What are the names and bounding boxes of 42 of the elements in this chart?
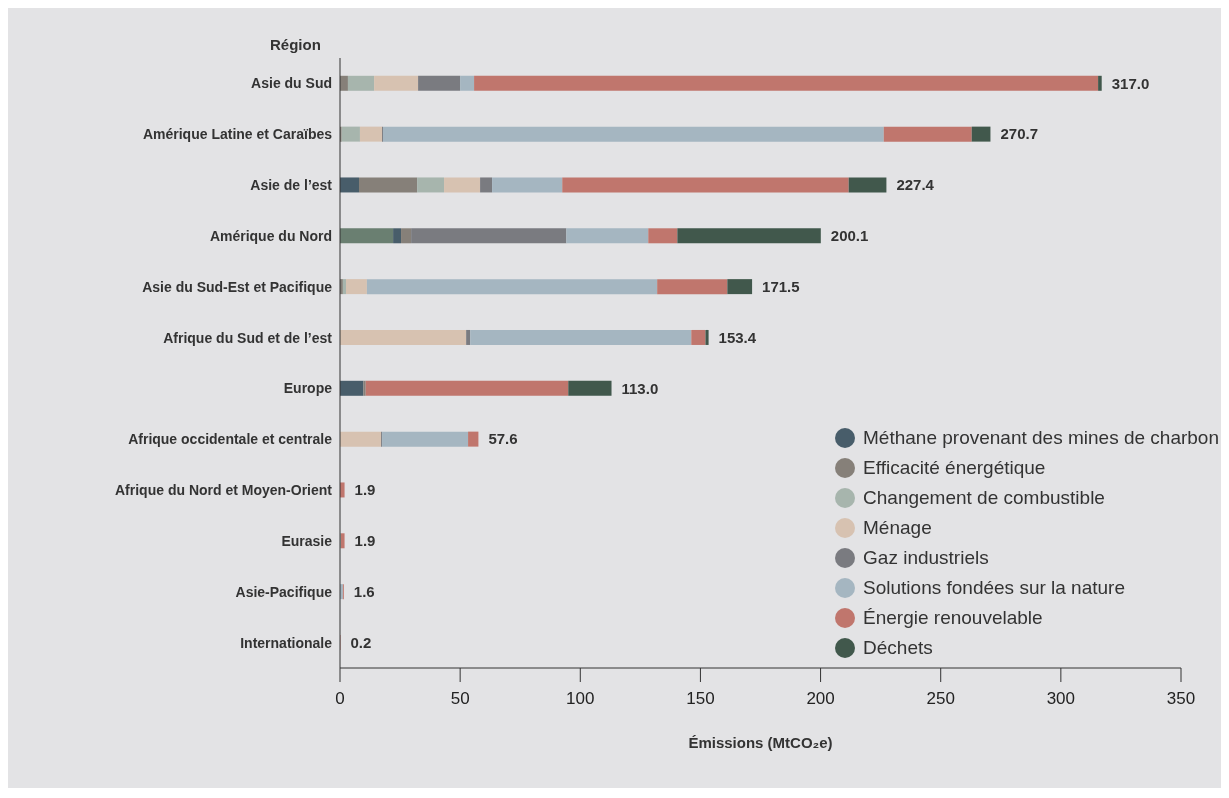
total-label: 1.9 bbox=[354, 481, 376, 499]
y-tick-label: Amérique Latine et Caraïbes bbox=[142, 126, 333, 143]
y-tick-label: Asie de l’est bbox=[250, 177, 333, 194]
legend-label: Déchets bbox=[863, 637, 933, 659]
y-tick-label: Eurasie bbox=[281, 532, 333, 549]
y-tick-label: Amérique du Nord bbox=[209, 227, 332, 244]
legend-label: Méthane provenant des mines de charbon bbox=[863, 427, 1219, 449]
total-label: 0.2 bbox=[350, 633, 372, 651]
legend-label: Énergie renouvelable bbox=[863, 607, 1043, 629]
x-tick-label: 150 bbox=[686, 689, 715, 709]
legend-label: Ménage bbox=[863, 517, 932, 539]
total-label: 113.0 bbox=[621, 379, 659, 397]
legend-label: Solutions fondées sur la nature bbox=[863, 577, 1125, 599]
x-tick-label: 300 bbox=[1046, 689, 1076, 709]
y-tick-label: Europe bbox=[283, 380, 333, 397]
total-label: 227.4 bbox=[896, 176, 935, 194]
x-axis-title: Émissions (MtCO₂e) bbox=[688, 734, 833, 751]
y-tick-label: Asie du Sud bbox=[251, 75, 332, 92]
x-tick-label: 50 bbox=[450, 689, 470, 709]
y-tick-label: Asie du Sud-Est et Pacifique bbox=[142, 278, 333, 295]
y-axis-title: Région bbox=[270, 36, 321, 53]
total-label: 270.7 bbox=[1000, 125, 1038, 143]
legend-label: Gaz industriels bbox=[863, 547, 989, 569]
x-tick-label: 100 bbox=[566, 689, 595, 709]
total-label: 317.0 bbox=[1111, 74, 1150, 92]
total-label: 1.9 bbox=[354, 532, 376, 550]
y-tick-label: Internationale bbox=[240, 634, 333, 651]
x-tick-label: 250 bbox=[926, 689, 955, 709]
y-tick-label: Afrique du Nord et Moyen-Orient bbox=[115, 482, 333, 499]
y-tick-label: Afrique occidentale et centrale bbox=[128, 431, 333, 448]
y-tick-label: Afrique du Sud et de l’est bbox=[163, 329, 333, 346]
total-label: 171.5 bbox=[762, 277, 800, 295]
total-label: 153.4 bbox=[718, 328, 757, 346]
total-label: 57.6 bbox=[488, 430, 518, 448]
total-label: 200.1 bbox=[830, 227, 869, 245]
legend-label: Changement de combustible bbox=[863, 487, 1105, 509]
legend-label: Efficacité énergétique bbox=[863, 457, 1046, 479]
y-tick-label: Asie-Pacifique bbox=[235, 583, 333, 600]
total-label: 1.6 bbox=[353, 582, 375, 600]
x-tick-label: 200 bbox=[806, 689, 835, 709]
x-tick-label: 0 bbox=[335, 689, 345, 709]
x-tick-label: 350 bbox=[1166, 689, 1196, 709]
